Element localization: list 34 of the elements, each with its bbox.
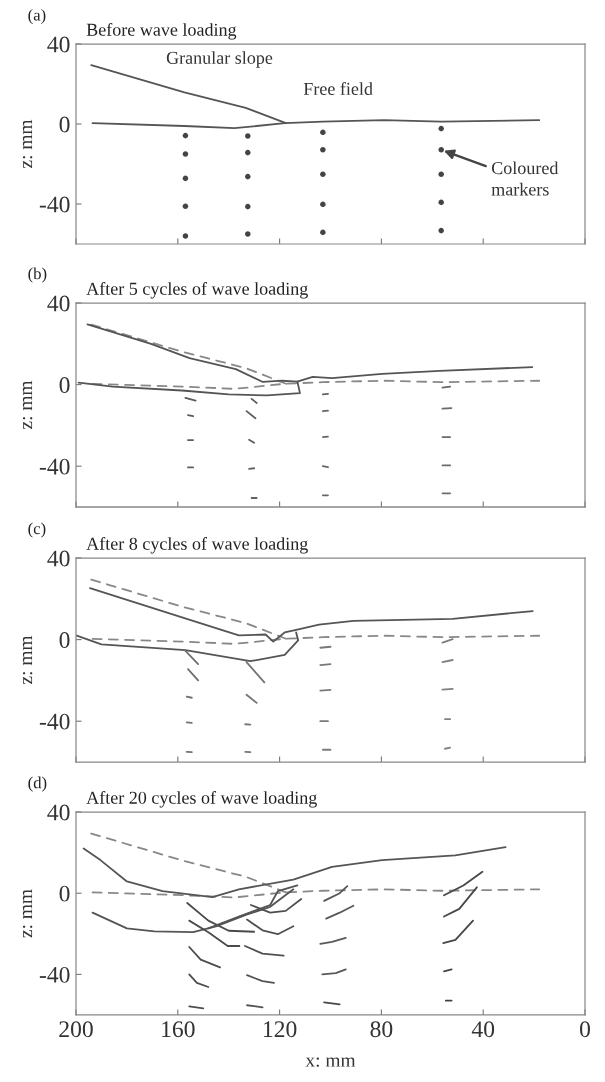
x-tick-label: 200: [59, 1021, 93, 1038]
x-tick-label: 40: [471, 1021, 495, 1038]
y-tick-label: 40: [47, 36, 70, 53]
x-tick-label: 80: [370, 1021, 393, 1038]
annotation: Coloured markers: [491, 161, 559, 196]
y-axis-title: z: mm: [22, 380, 33, 430]
y-axis-title: z: mm: [22, 635, 33, 685]
text: (d): [28, 776, 47, 792]
x-axis-title: x: mm: [305, 1057, 356, 1067]
y-tick-label: -40: [39, 713, 70, 730]
text: (a): [28, 8, 46, 24]
text: (b): [28, 267, 47, 283]
y-tick-label: 0: [59, 632, 70, 649]
x-tick-label: 160: [162, 1021, 195, 1038]
annotation: Granular slope: [166, 51, 273, 68]
chart-title: After 5 cycles of wave loading: [86, 281, 308, 299]
y-tick-label: 0: [59, 885, 70, 902]
y-tick-label: 0: [59, 377, 70, 394]
y-axis-title: z: mm: [22, 889, 33, 938]
y-axis-title: z: mm: [22, 119, 33, 169]
chart-title: After 8 cycles of wave loading: [86, 536, 308, 554]
chart-title: Before wave loading: [86, 22, 237, 40]
x-tick-label: 120: [263, 1021, 297, 1038]
y-tick-label: 0: [59, 116, 70, 133]
y-tick-label: 40: [47, 804, 70, 821]
y-tick-label: 40: [47, 295, 70, 312]
text: (c): [28, 522, 46, 538]
x-tick-label: 0: [580, 1021, 590, 1038]
y-tick-label: -40: [39, 458, 70, 475]
y-tick-label: -40: [39, 196, 70, 213]
y-tick-label: -40: [39, 966, 70, 983]
annotation: Free field: [303, 82, 373, 95]
chart-title: After 20 cycles of wave loading: [86, 790, 317, 808]
y-tick-label: 40: [47, 550, 70, 567]
